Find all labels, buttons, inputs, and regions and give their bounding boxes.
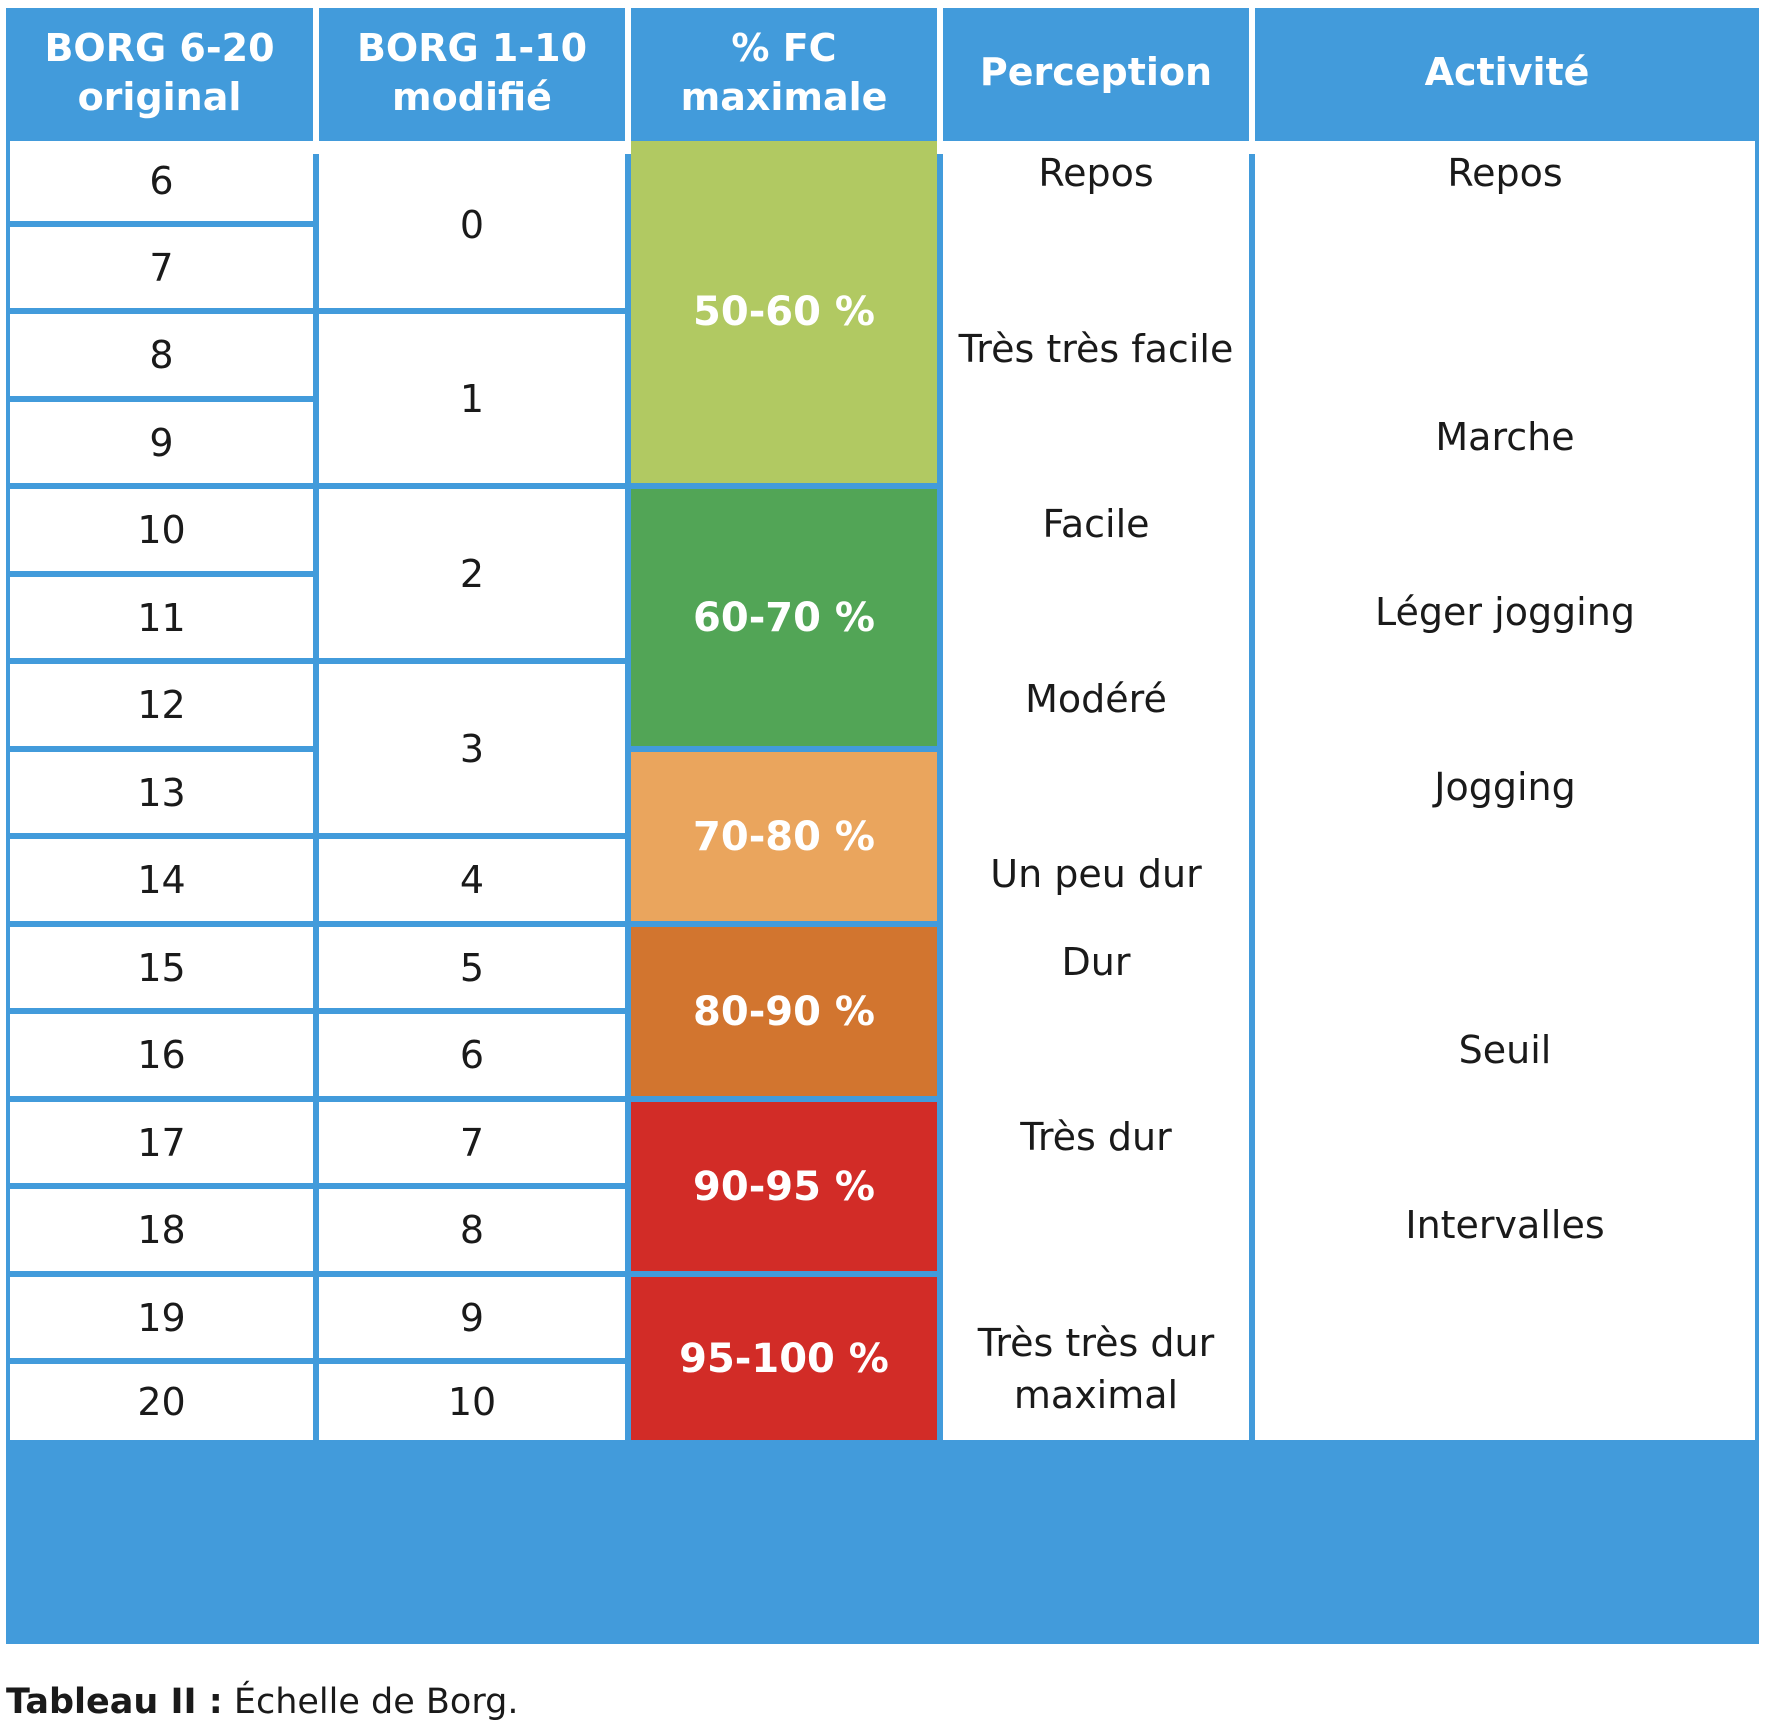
header-divider: [625, 8, 631, 154]
fc-zone-95-100: 95-100 %: [631, 1277, 937, 1440]
perception-label: Dur: [1061, 940, 1131, 984]
borg-modified-cell: 4: [319, 839, 625, 921]
borg-original-cell: 18: [10, 1189, 313, 1271]
header-fc-max: % FC maximale: [631, 8, 937, 138]
caption-label: Tableau II :: [6, 1682, 223, 1722]
fc-zone-70-80: 70-80 %: [631, 752, 937, 921]
perception-label: Facile: [1042, 502, 1150, 546]
borg-modified-cell: 0: [319, 141, 625, 308]
fc-zone-90-95: 90-95 %: [631, 1102, 937, 1271]
borg-modified-cell: 5: [319, 927, 625, 1008]
borg-original-cell: 12: [10, 664, 313, 746]
borg-original-cell: 19: [10, 1277, 313, 1358]
borg-modified-cell: 1: [319, 314, 625, 483]
borg-original-cell: 17: [10, 1102, 313, 1183]
fc-zone-80-90: 80-90 %: [631, 927, 937, 1096]
perception-label: Très dur: [1020, 1115, 1172, 1159]
borg-original-cell: 6: [10, 141, 313, 221]
header-perception: Perception: [943, 8, 1249, 138]
perception-column: Repos Très très facile Facile Modéré Un …: [943, 141, 1249, 1440]
borg-modified-cell: 3: [319, 664, 625, 833]
header-borg-modified: BORG 1-10 modifié: [319, 8, 625, 138]
borg-scale-table: BORG 6-20 original BORG 1-10 modifié % F…: [6, 8, 1759, 1644]
caption-text: Échelle de Borg.: [222, 1682, 519, 1722]
borg-modified-cell: 7: [319, 1102, 625, 1183]
activity-label: Marche: [1435, 415, 1575, 459]
borg-original-cell: 20: [10, 1364, 313, 1440]
borg-modified-cell: 2: [319, 489, 625, 658]
table-caption: Tableau II : Échelle de Borg.: [6, 1682, 518, 1722]
borg-original-cell: 11: [10, 577, 313, 658]
activity-label: Repos: [1447, 151, 1563, 195]
borg-original-cell: 13: [10, 752, 313, 833]
header-borg-original: BORG 6-20 original: [6, 8, 313, 138]
activity-label: Intervalles: [1405, 1203, 1605, 1247]
borg-original-cell: 8: [10, 314, 313, 396]
borg-original-cell: 10: [10, 489, 313, 571]
borg-original-cell: 7: [10, 227, 313, 308]
activity-label: Seuil: [1458, 1028, 1552, 1072]
perception-label: Très très facile: [958, 327, 1234, 371]
borg-original-cell: 15: [10, 927, 313, 1008]
perception-label: Modéré: [1025, 677, 1167, 721]
header-divider: [313, 8, 319, 154]
header-divider: [937, 8, 943, 154]
borg-modified-cell: 8: [319, 1189, 625, 1271]
borg-modified-cell: 10: [319, 1364, 625, 1440]
fc-zone-50-60: 50-60 %: [631, 141, 937, 483]
activity-label: Jogging: [1434, 765, 1576, 809]
activity-column: Repos Marche Léger jogging Jogging Seuil…: [1255, 141, 1755, 1440]
borg-modified-cell: 9: [319, 1277, 625, 1358]
borg-original-cell: 9: [10, 402, 313, 483]
activity-label: Léger jogging: [1375, 590, 1635, 634]
header-divider: [1249, 8, 1255, 154]
borg-original-cell: 14: [10, 839, 313, 921]
borg-original-cell: 16: [10, 1014, 313, 1096]
perception-label: Un peu dur: [990, 852, 1202, 896]
header-activity: Activité: [1255, 8, 1759, 138]
perception-label: Repos: [1038, 151, 1154, 195]
borg-modified-cell: 6: [319, 1014, 625, 1096]
perception-label: Très très dur maximal: [977, 1321, 1215, 1417]
fc-zone-60-70: 60-70 %: [631, 489, 937, 746]
